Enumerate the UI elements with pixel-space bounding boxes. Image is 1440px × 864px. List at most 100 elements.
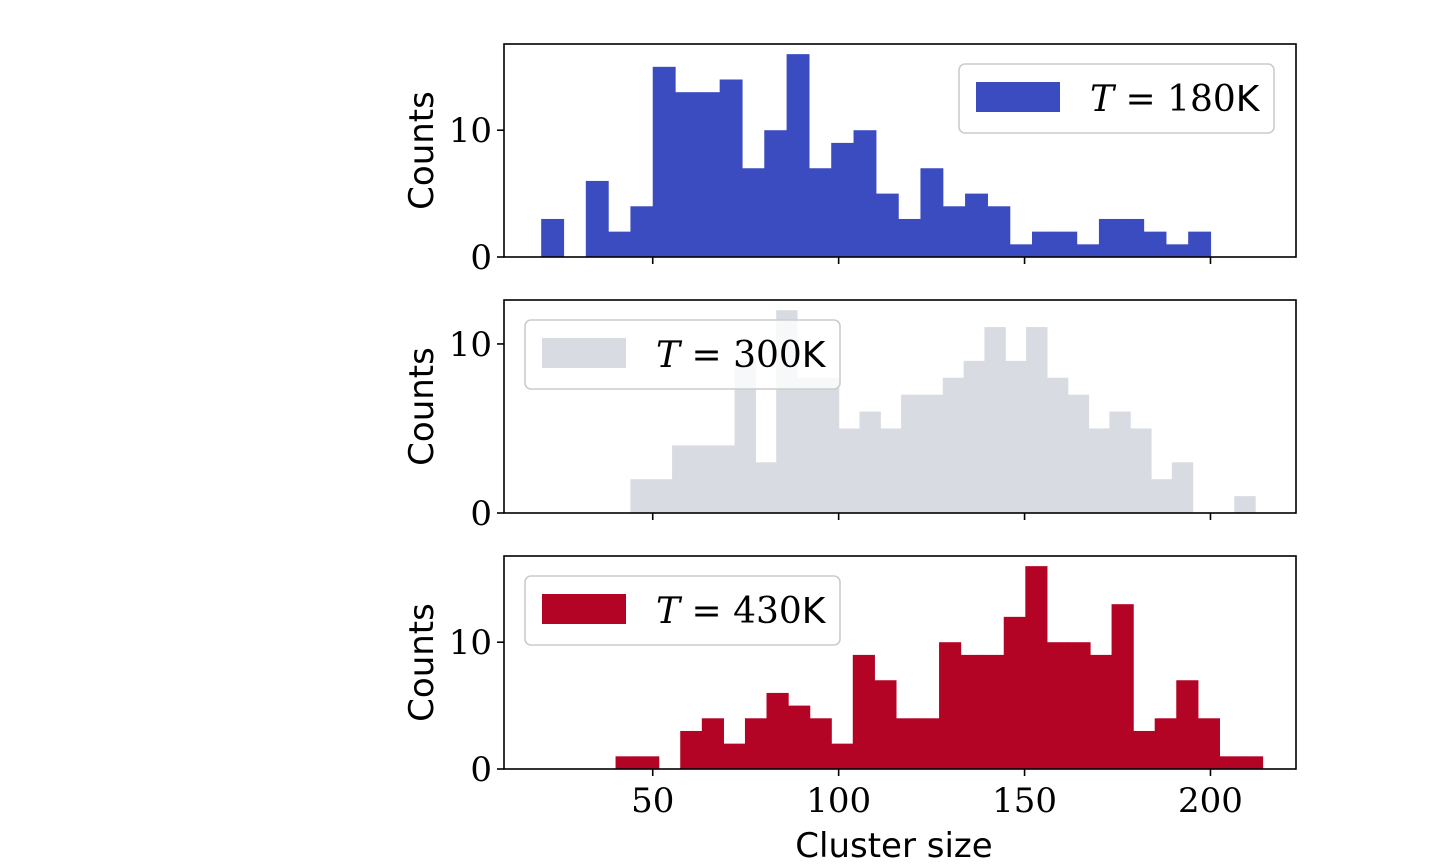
histogram-bar (895, 718, 919, 769)
legend-swatch (542, 338, 626, 368)
axes-frame (503, 555, 1297, 770)
histogram-bar (852, 654, 875, 769)
histogram-bar (1046, 642, 1070, 769)
histogram-bar (859, 411, 881, 513)
x-tick-label: 200 (1178, 781, 1243, 821)
histogram-bar (875, 193, 899, 257)
y-axis-label: Counts (402, 603, 442, 722)
histogram-bar (1003, 616, 1026, 769)
histogram-bar (701, 718, 724, 769)
legend-box (958, 63, 1275, 134)
y-tick-label: 10 (449, 623, 492, 663)
histogram-bar (817, 377, 840, 513)
histogram-bar (831, 142, 855, 257)
histogram-bar (713, 445, 736, 513)
histogram-bar (1076, 244, 1100, 257)
y-axis-label: Counts (402, 347, 442, 466)
histogram-bar (585, 180, 609, 257)
y-tick-label: 10 (449, 325, 492, 365)
histogram-bar (942, 377, 965, 513)
y-tick-label: 0 (470, 238, 492, 278)
histogram-bar (1121, 218, 1145, 257)
legend-swatch (976, 82, 1060, 112)
histogram-bar (1197, 718, 1221, 769)
histogram-bar (809, 718, 832, 769)
histogram-bar (1171, 462, 1194, 513)
histogram-bar (651, 479, 673, 513)
histogram-bar (797, 377, 819, 513)
y-tick-label: 0 (470, 494, 492, 534)
histogram-bar (741, 168, 765, 257)
histogram-bar (1088, 428, 1110, 513)
histogram-bar (697, 92, 721, 257)
axes-frame (503, 43, 1297, 258)
legend-label: T = 300K (656, 335, 827, 376)
histogram-bar (917, 718, 940, 769)
histogram-bar (630, 206, 654, 257)
histogram-bar (744, 718, 768, 769)
histogram-bar (853, 130, 877, 257)
histogram-bar (1130, 428, 1152, 513)
histogram-bar (541, 218, 565, 257)
histogram-bar (808, 168, 832, 257)
histogram-bar (630, 479, 652, 513)
x-axis-label: Cluster size (795, 826, 992, 864)
histogram-bar (1098, 218, 1122, 257)
histogram-bar (898, 218, 922, 257)
histogram-bar (982, 654, 1005, 769)
histogram-bar (1176, 680, 1199, 769)
histogram-bar (1154, 718, 1177, 769)
legend: T = 430K (524, 575, 841, 646)
legend: T = 300K (524, 319, 841, 390)
histogram-bar (874, 680, 897, 769)
histogram-bar (987, 206, 1011, 257)
histogram-bar (734, 360, 756, 513)
histogram-bar (608, 231, 632, 257)
histogram-bar (786, 54, 810, 258)
histogram-bar (960, 654, 983, 769)
histogram-bar (764, 130, 788, 257)
histogram-bar (831, 743, 854, 769)
histogram-bar (965, 193, 988, 257)
histogram-bar (1005, 360, 1027, 513)
histogram-bar (942, 206, 966, 257)
histogram-bar (680, 730, 703, 769)
histogram-bar (719, 79, 743, 257)
x-tick-label: 100 (806, 781, 871, 821)
histogram-bar (672, 445, 694, 513)
legend-box (524, 575, 841, 646)
histogram-bar (652, 66, 676, 257)
histogram-bar (1054, 231, 1078, 257)
legend-label: T = 430K (656, 591, 827, 632)
histogram-bar (637, 756, 660, 769)
histogram-bar (1240, 756, 1264, 769)
histogram-bar (901, 394, 923, 513)
histogram-bar (755, 462, 777, 513)
histogram-bar (788, 705, 811, 769)
histogram-bar (723, 743, 746, 769)
histogram-bar (1188, 231, 1212, 257)
histogram-bar (880, 428, 902, 513)
axes-frame (503, 299, 1297, 514)
legend-label: T = 180K (1090, 79, 1261, 120)
histogram-bar (1150, 479, 1173, 513)
y-tick-label: 10 (449, 111, 492, 151)
histogram-bar (1068, 642, 1091, 769)
histogram-bar (1009, 244, 1033, 257)
histogram-bar (692, 445, 715, 513)
histogram-bar (1111, 604, 1134, 769)
histogram-bar (1219, 756, 1242, 769)
histogram-bar (1032, 231, 1055, 257)
histogram-bar (1133, 730, 1156, 769)
histogram-bar (1026, 327, 1048, 513)
histogram-bar (1143, 231, 1167, 257)
histogram-bar (984, 327, 1006, 513)
histogram-bar (675, 92, 698, 257)
histogram-bar (1090, 654, 1113, 769)
histogram-bar (1165, 244, 1189, 257)
histogram-bar (1046, 377, 1069, 513)
histogram-bar (920, 168, 944, 257)
histogram-bar (1234, 496, 1256, 513)
